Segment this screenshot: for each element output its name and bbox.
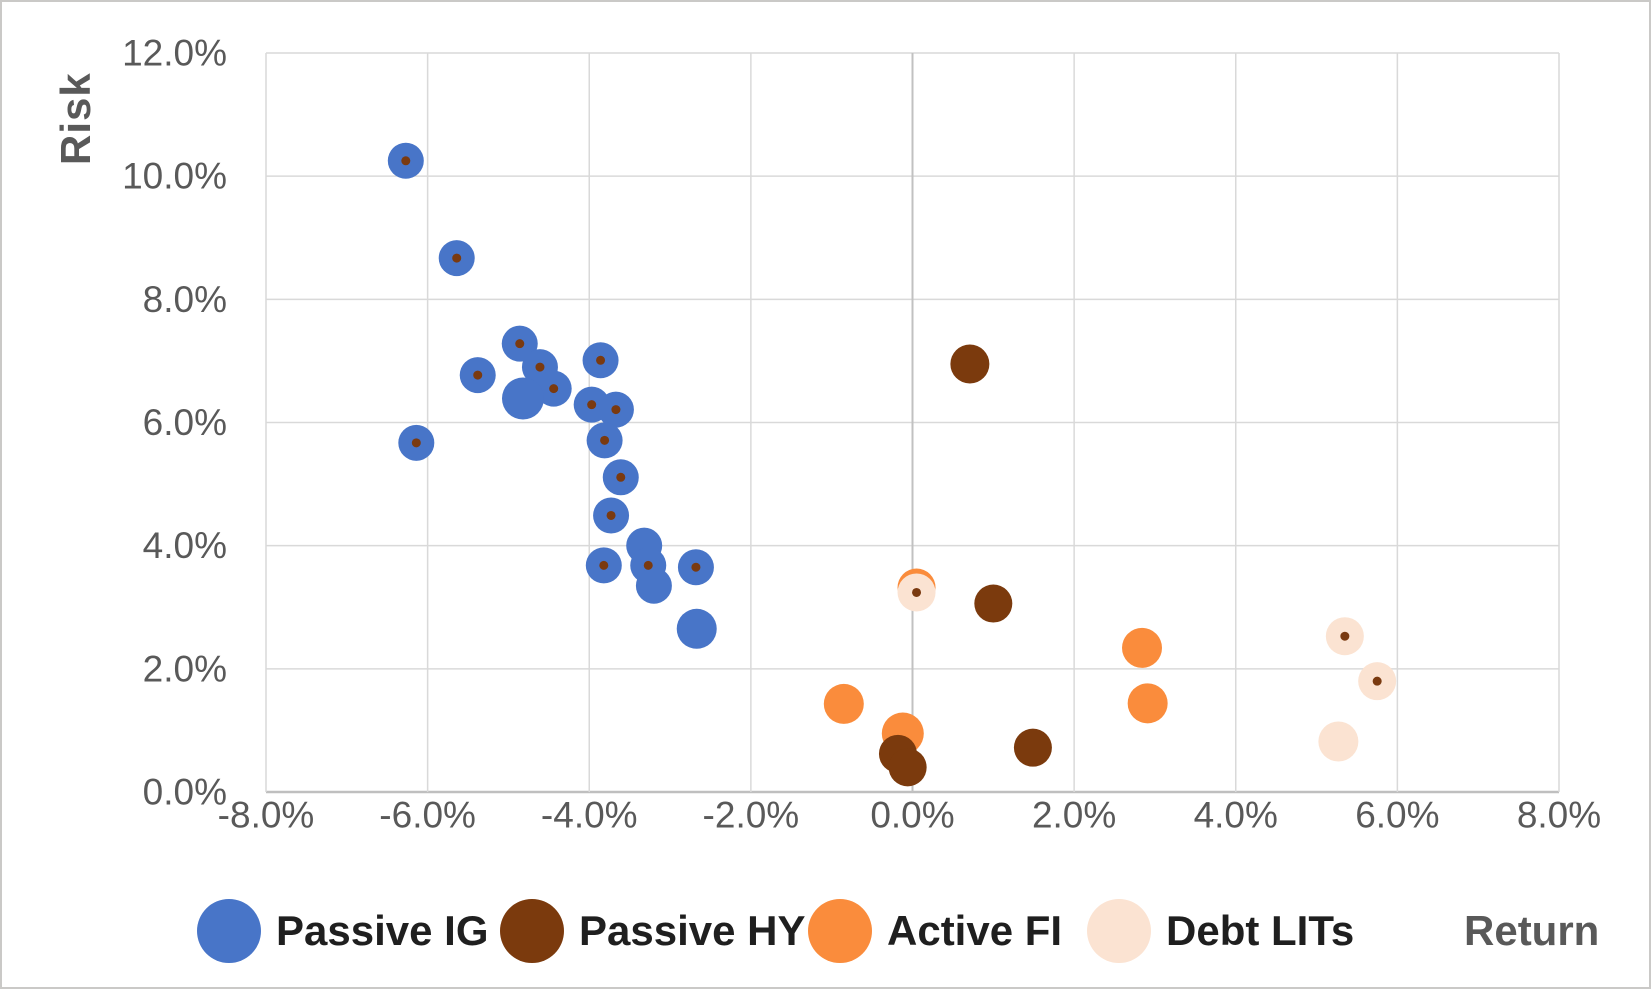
y-tick-label: 12.0% [122,33,227,74]
data-point-center-dot [401,156,411,166]
x-tick-label: -2.0% [703,795,800,836]
data-point-center-dot [452,253,462,263]
y-tick-label: 8.0% [143,279,227,320]
data-point-center-dot [411,438,421,448]
y-tick-label: 10.0% [122,156,227,197]
y-tick-label: 4.0% [143,525,227,566]
x-tick-label: 6.0% [1355,795,1439,836]
data-point-center-dot [549,384,559,394]
data-point-center-dot [515,339,525,349]
data-point-passive-ig [635,567,672,604]
data-point-center-dot [912,587,922,597]
x-tick-label: -8.0% [218,795,315,836]
x-tick-label: 8.0% [1517,795,1601,836]
data-point-center-dot [1372,676,1382,686]
data-point-center-dot [643,560,653,570]
data-point-center-dot [606,510,616,520]
data-point-center-dot [1340,631,1350,641]
data-point-active-fi [823,683,864,724]
x-tick-label: -6.0% [379,795,476,836]
data-point-center-dot [473,370,483,380]
data-point-center-dot [616,472,626,482]
y-tick-label: 0.0% [143,772,227,813]
data-point-center-dot [611,405,621,415]
data-point-passive-ig [676,608,717,649]
data-point-center-dot [599,560,609,570]
data-point-passive-hy [888,748,927,787]
y-tick-label: 2.0% [143,648,227,689]
x-tick-label: 2.0% [1032,795,1116,836]
data-point-debt-lits [1318,721,1359,762]
data-point-passive-ig [501,377,544,420]
y-tick-label: 6.0% [143,402,227,443]
data-point-center-dot [596,355,606,365]
data-point-center-dot [535,362,545,372]
data-point-passive-hy [974,584,1013,623]
data-point-passive-hy [950,344,990,384]
data-point-center-dot [600,435,610,445]
data-point-active-fi [1122,627,1163,668]
y-axis-title: Risk [52,72,99,166]
data-point-center-dot [587,400,597,410]
data-point-active-fi [1127,683,1168,724]
data-point-center-dot [691,562,701,572]
data-point-passive-hy [1013,728,1052,767]
x-tick-label: 0.0% [870,795,954,836]
x-tick-label: 4.0% [1194,795,1278,836]
x-tick-label: -4.0% [541,795,638,836]
